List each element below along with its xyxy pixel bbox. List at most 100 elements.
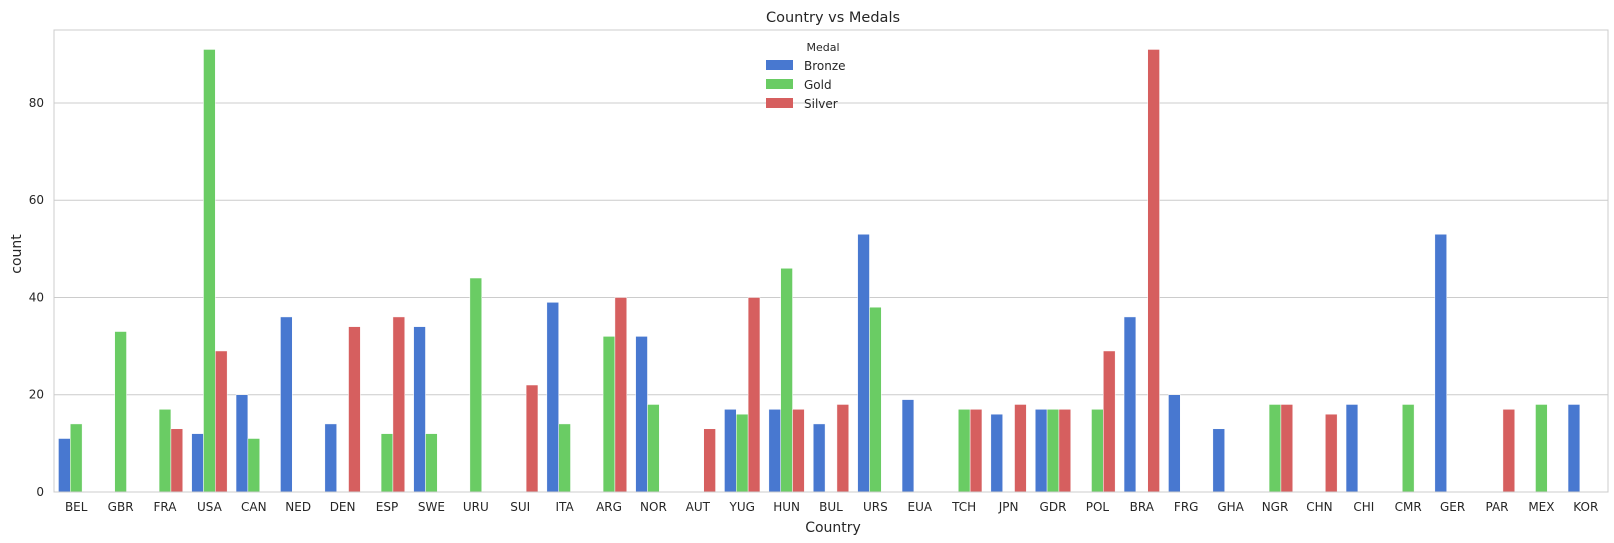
x-tick-label: CHN	[1306, 500, 1332, 514]
bar-bronze-bel	[58, 438, 71, 493]
legend-label-silver: Silver	[804, 97, 838, 111]
x-ticks: BEL GBR FRA USA CAN NED DEN ESP SWE URU SUI ITA ARG N…	[65, 500, 1598, 514]
bar-bronze-chi	[1345, 404, 1359, 493]
x-tick-label: HUN	[773, 500, 800, 514]
x-tick-label: FRA	[154, 500, 178, 514]
bar-silver-usa	[215, 350, 228, 493]
x-tick-label: EUA	[908, 500, 933, 514]
y-tick-label: 80	[29, 96, 44, 110]
x-axis-title: Country	[805, 520, 861, 536]
bar-gold-pol	[1091, 409, 1104, 493]
bar-gold-ita	[558, 423, 571, 493]
y-tick-label: 20	[29, 388, 44, 402]
x-tick-label: NGR	[1262, 500, 1289, 514]
legend-swatch-bronze	[766, 60, 793, 70]
y-tick-label: 60	[29, 193, 44, 207]
x-tick-label: PAR	[1485, 500, 1508, 514]
y-ticks: 0 20 40 60 80	[29, 96, 44, 499]
bar-gold-gbr	[114, 331, 127, 493]
bar-bronze-kor	[1567, 404, 1581, 493]
y-tick-label: 40	[29, 290, 44, 304]
x-tick-label: ITA	[556, 500, 575, 514]
legend-label-gold: Gold	[804, 78, 832, 92]
bar-silver-chn	[1325, 413, 1338, 493]
bar-gold-usa	[203, 49, 216, 493]
bar-bronze-eua	[901, 399, 915, 493]
bar-bronze-nor	[635, 336, 648, 493]
x-tick-label: CAN	[241, 500, 267, 514]
bar-bronze-bra	[1123, 316, 1137, 493]
bar-gold-esp	[380, 433, 394, 493]
x-tick-label: BUL	[819, 500, 843, 514]
bar-silver-esp	[392, 316, 406, 493]
x-tick-label: GBR	[108, 500, 134, 514]
legend-swatch-gold	[766, 79, 793, 89]
bar-gold-uru	[469, 277, 482, 493]
bar-silver-par	[1502, 409, 1516, 493]
x-tick-label: URU	[463, 500, 489, 514]
bar-silver-jpn	[1014, 404, 1027, 493]
x-tick-label: ESP	[376, 500, 398, 514]
x-tick-label: SWE	[418, 500, 445, 514]
bar-bronze-ita	[546, 302, 559, 493]
legend: Medal Bronze Gold Silver	[766, 41, 846, 111]
x-tick-label: CMR	[1395, 500, 1422, 514]
bar-bronze-gdr	[1034, 409, 1048, 493]
bar-bronze-can	[235, 394, 249, 493]
bar-silver-hun	[792, 409, 805, 493]
x-tick-label: BRA	[1130, 500, 1155, 514]
bar-silver-fra	[170, 428, 184, 493]
bar-silver-arg	[614, 297, 628, 493]
x-tick-label: URS	[863, 500, 888, 514]
x-tick-label: KOR	[1573, 500, 1598, 514]
bar-bronze-den	[324, 423, 337, 493]
bar-silver-aut	[703, 428, 716, 493]
x-tick-label: FRG	[1174, 500, 1199, 514]
x-tick-label: AUT	[686, 500, 711, 514]
x-tick-label: POL	[1086, 500, 1110, 514]
legend-label-bronze: Bronze	[804, 59, 846, 73]
bars-layer	[58, 49, 1581, 493]
bar-gold-ngr	[1268, 404, 1282, 493]
bar-bronze-urs	[857, 234, 870, 493]
bar-silver-gdr	[1058, 409, 1072, 493]
x-tick-label: BEL	[65, 500, 88, 514]
bar-gold-swe	[425, 433, 438, 493]
bar-bronze-hun	[768, 409, 781, 493]
bar-gold-fra	[158, 409, 172, 493]
bar-gold-yug	[736, 413, 749, 493]
bar-gold-gdr	[1046, 409, 1060, 493]
bar-gold-arg	[602, 336, 616, 493]
bar-silver-bul	[836, 404, 850, 493]
x-tick-label: TCH	[951, 500, 976, 514]
bar-gold-can	[247, 438, 260, 493]
chart-title: Country vs Medals	[766, 10, 900, 26]
bar-silver-tch	[969, 409, 983, 493]
x-tick-label: CHI	[1353, 500, 1374, 514]
bar-bronze-jpn	[990, 413, 1003, 493]
bar-bronze-usa	[191, 433, 204, 493]
bar-gold-nor	[647, 404, 660, 493]
x-tick-label: JPN	[998, 500, 1019, 514]
bar-bronze-ger	[1434, 234, 1447, 493]
bar-gold-mex	[1535, 404, 1548, 493]
bar-silver-den	[348, 326, 361, 493]
bar-bronze-ned	[280, 316, 293, 493]
y-tick-label: 0	[36, 485, 44, 499]
bar-bronze-frg	[1168, 394, 1181, 493]
x-tick-label: USA	[197, 500, 223, 514]
bar-bronze-gha	[1212, 428, 1225, 493]
x-tick-label: GDR	[1040, 500, 1067, 514]
bar-bronze-swe	[413, 326, 426, 493]
bar-silver-sui	[525, 384, 539, 493]
bar-gold-bel	[70, 423, 83, 493]
x-tick-label: YUG	[728, 500, 754, 514]
legend-swatch-silver	[766, 98, 793, 108]
bar-silver-yug	[747, 297, 761, 493]
bar-gold-cmr	[1402, 404, 1415, 493]
legend-title: Medal	[806, 41, 839, 54]
bar-bronze-yug	[724, 409, 737, 493]
x-tick-label: NED	[285, 500, 311, 514]
bar-gold-urs	[869, 306, 882, 493]
